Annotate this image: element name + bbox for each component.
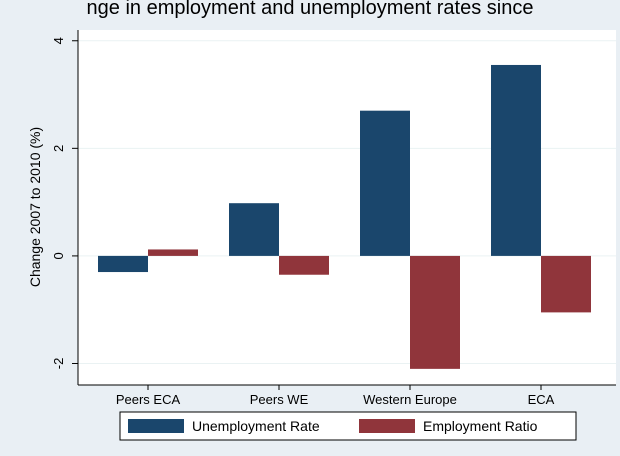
x-tick-label: Western Europe	[363, 392, 457, 407]
bar-unemployment	[491, 64, 541, 256]
bar-employment	[148, 249, 198, 256]
y-tick-label: 2	[51, 145, 66, 152]
bar-unemployment	[229, 203, 279, 256]
x-axis-ticks: Peers ECA Peers WE Western Europe ECA	[116, 385, 555, 407]
bar-employment	[410, 255, 460, 369]
legend-label-employment: Employment Ratio	[423, 418, 538, 434]
top-partial-text: nge in employment and unemployment rates…	[87, 0, 534, 19]
legend-box	[119, 411, 577, 441]
x-tick-label: Peers ECA	[116, 392, 181, 407]
legend: Unemployment Rate Employment Ratio	[119, 411, 577, 441]
x-tick-label: ECA	[528, 392, 555, 407]
bar-unemployment	[360, 110, 410, 256]
legend-swatch-unemployment	[128, 419, 184, 433]
bars	[98, 64, 591, 369]
x-tick-label: Peers WE	[250, 392, 309, 407]
y-tick-label: 0	[51, 252, 66, 259]
legend-swatch-employment	[359, 419, 415, 433]
y-tick-label: -2	[51, 358, 66, 370]
bar-employment	[279, 255, 329, 275]
bar-unemployment	[98, 255, 148, 273]
y-tick-label: 4	[51, 37, 66, 44]
y-axis-ticks: -2 0 2 4	[51, 37, 78, 369]
bar-employment	[541, 255, 591, 313]
legend-label-unemployment: Unemployment Rate	[192, 418, 320, 434]
y-axis-title: Change 2007 to 2010 (%)	[27, 127, 43, 287]
